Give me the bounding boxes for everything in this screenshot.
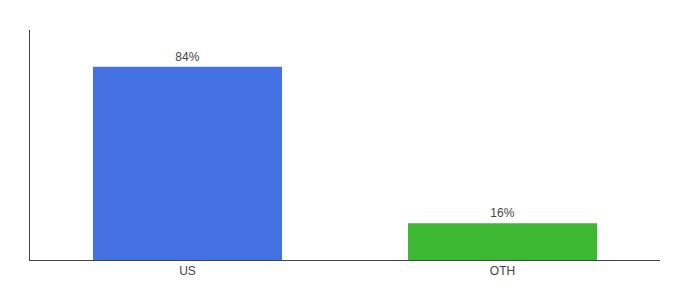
svg-text:16%: 16% bbox=[490, 206, 514, 220]
svg-text:84%: 84% bbox=[175, 50, 199, 64]
svg-text:OTH: OTH bbox=[490, 264, 515, 278]
svg-text:US: US bbox=[179, 264, 196, 278]
